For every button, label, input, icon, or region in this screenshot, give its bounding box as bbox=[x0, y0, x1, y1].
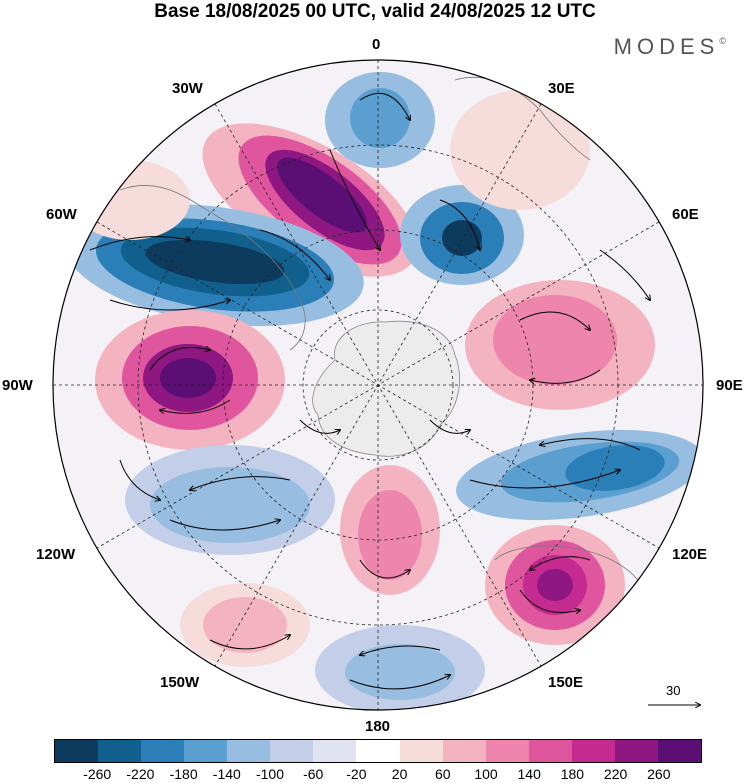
colorbar-swatch bbox=[313, 740, 357, 762]
colorbar-swatch bbox=[399, 740, 443, 762]
wind-vectors bbox=[89, 92, 650, 690]
colorbar-tick-label: -220 bbox=[126, 766, 155, 782]
colorbar-tick-label: 140 bbox=[517, 766, 541, 782]
colorbar-swatch bbox=[55, 740, 99, 762]
lon-label-180: 180 bbox=[365, 718, 391, 735]
colorbar-swatch bbox=[657, 740, 701, 762]
colorbar-tick-label: 180 bbox=[560, 766, 585, 782]
lon-label-30w: 30W bbox=[172, 80, 203, 97]
colorbar-swatch bbox=[614, 740, 658, 762]
colorbar-tick-label: -260 bbox=[83, 766, 112, 782]
colorbar bbox=[54, 739, 702, 763]
lon-label-60e: 60E bbox=[672, 206, 699, 223]
lon-label-120e: 120E bbox=[672, 546, 708, 563]
colorbar-tick-label: -100 bbox=[255, 766, 285, 782]
colorbar-swatch bbox=[571, 740, 615, 762]
south-america-coast bbox=[119, 185, 306, 351]
colorbar-swatch bbox=[442, 740, 486, 762]
africa-coast bbox=[454, 76, 591, 161]
lon-label-150e: 150E bbox=[548, 674, 584, 691]
colorbar-swatch bbox=[270, 740, 314, 762]
colorbar-tick-label: -20 bbox=[346, 766, 367, 782]
colorbar-swatch bbox=[184, 740, 228, 762]
colorbar-swatch bbox=[485, 740, 529, 762]
vector-scale-label: 30 bbox=[666, 683, 681, 698]
colorbar-tick-label: 60 bbox=[435, 766, 451, 782]
anomaly-field bbox=[66, 72, 703, 710]
colorbar-tick-label: 220 bbox=[603, 766, 628, 782]
graticule bbox=[53, 60, 703, 710]
colorbar-swatch bbox=[227, 740, 271, 762]
brand-mark: © bbox=[719, 36, 726, 46]
lon-label-120w: 120W bbox=[36, 546, 76, 563]
lon-label-60w: 60W bbox=[46, 206, 77, 223]
colorbar-swatch bbox=[98, 740, 142, 762]
modes-logo: MODES© bbox=[614, 34, 726, 60]
brand-text: MODES bbox=[613, 34, 720, 59]
antarctica-landmass bbox=[312, 320, 460, 457]
colorbar-tick-label: -140 bbox=[212, 766, 241, 782]
colorbar-tick-label: -180 bbox=[169, 766, 198, 782]
map-border bbox=[52, 59, 704, 711]
colorbar-swatch bbox=[356, 740, 400, 762]
colorbar-swatch bbox=[141, 740, 185, 762]
chart-title: Base 18/08/2025 00 UTC, valid 24/08/2025… bbox=[154, 1, 596, 22]
colorbar-tick-label: 260 bbox=[647, 766, 671, 782]
colorbar-tick-label: 100 bbox=[474, 766, 498, 782]
lon-label-0: 0 bbox=[372, 36, 381, 53]
colorbar-swatch bbox=[528, 740, 572, 762]
lon-label-90w: 90W bbox=[2, 377, 33, 394]
lon-label-90e: 90E bbox=[716, 377, 743, 394]
colorbar-tick-label: 20 bbox=[391, 766, 408, 782]
lon-label-150w: 150W bbox=[160, 674, 200, 691]
lon-label-30e: 30E bbox=[548, 80, 575, 97]
colorbar-tick-label: -60 bbox=[303, 766, 324, 782]
